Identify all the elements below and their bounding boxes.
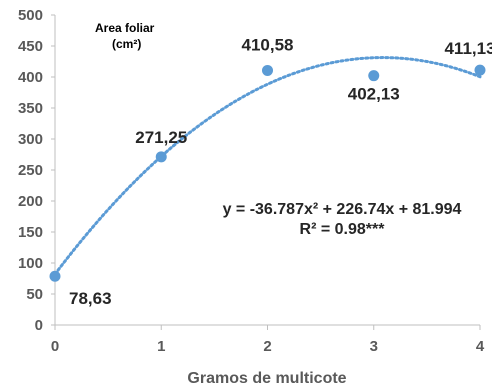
y-axis-label-line-2: (cm²) — [112, 37, 141, 51]
y-axis-label-line-1: Area foliar — [95, 21, 155, 35]
y-tick-label: 150 — [18, 224, 43, 241]
y-tick-label: 0 — [35, 317, 43, 334]
y-tick-label: 300 — [18, 131, 43, 148]
data-point — [368, 70, 380, 82]
data-point — [474, 64, 486, 76]
y-tick-label: 100 — [18, 255, 43, 272]
y-tick-label: 250 — [18, 162, 43, 179]
y-tick-label: 500 — [18, 7, 43, 24]
x-tick-label: 0 — [51, 338, 59, 355]
y-tick-label: 400 — [18, 69, 43, 86]
data-labels: 78,63 271,25 410,58 402,13 411,13 — [69, 35, 492, 308]
data-label: 410,58 — [242, 35, 294, 54]
r-squared: R² = 0.98*** — [300, 221, 386, 238]
y-tick-label: 200 — [18, 193, 43, 210]
data-label: 78,63 — [69, 289, 112, 308]
axes — [54, 15, 480, 326]
x-tick-label: 3 — [370, 338, 378, 355]
x-tick-label: 4 — [476, 338, 485, 355]
data-label: 411,13 — [444, 39, 492, 58]
trend-equation: y = -36.787x² + 226.74x + 81.994 — [223, 201, 462, 218]
y-tick-label: 350 — [18, 100, 43, 117]
x-tick-label: 1 — [157, 338, 165, 355]
data-point — [262, 64, 273, 76]
y-tick-label: 450 — [18, 38, 43, 55]
data-label: 271,25 — [135, 128, 187, 147]
data-point — [155, 151, 167, 163]
y-tick-label: 50 — [26, 286, 43, 303]
trendline — [53, 56, 482, 276]
x-tick-labels: 0 1 2 3 4 — [51, 325, 485, 355]
x-tick-label: 2 — [263, 338, 271, 355]
x-axis-label: Gramos de multicote — [187, 370, 346, 387]
y-tick-labels: 0 50 100 150 200 250 300 350 400 450 500 — [18, 7, 55, 334]
data-label: 402,13 — [348, 85, 400, 104]
data-point — [49, 270, 61, 282]
data-points — [49, 64, 486, 282]
